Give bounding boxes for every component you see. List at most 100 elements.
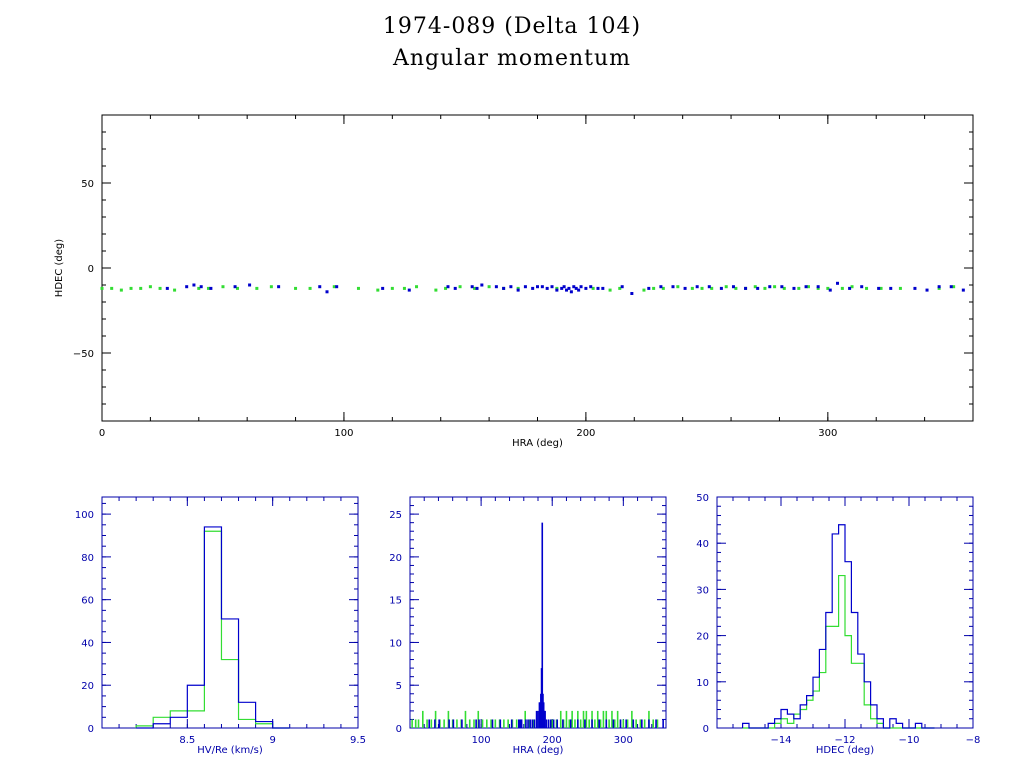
scatter-point-blue [560,286,564,290]
hdec-histogram-green [742,574,935,729]
scatter-point-green [555,286,559,290]
y-tick-label: 60 [81,596,94,607]
scatter-point-green [865,286,869,290]
scatter-point-blue [671,285,675,289]
scatter-point-green [110,286,114,290]
scatter-point-green [797,286,801,290]
scatter-point-green [710,286,714,290]
scatter-point-blue [860,285,864,289]
x-tick-label: 100 [472,735,491,746]
x-tick-label: 9.5 [350,735,366,746]
y-tick-label: 50 [81,179,94,190]
scatter-point-green [782,286,786,290]
scatter-point-green [173,288,177,292]
hv-histogram-blue [136,526,290,729]
scatter-point-blue [545,286,549,290]
scatter-point-blue [804,285,808,289]
scatter-point-blue [816,285,820,289]
scatter-point-blue [494,285,498,289]
scatter-point-blue [453,286,457,290]
scatter-point-blue [480,283,484,287]
scatter-point-blue [848,286,852,290]
scatter-point-blue [335,285,339,289]
scatter-point-blue [889,286,893,290]
x-tick-label: 300 [614,735,633,746]
scatter-point-blue [325,290,329,294]
y-tick-label: 15 [389,596,402,607]
scatter-point-blue [589,285,593,289]
scatter-point-blue [470,285,474,289]
y-tick-label: −50 [73,349,94,360]
scatter-point-green [487,285,491,289]
scatter-point-blue [185,285,189,289]
hra-histogram: 100 200 300 0 5 10 15 20 25 HRA (deg) [389,496,667,756]
x-tick-label: 300 [818,428,837,439]
scatter-point-blue [961,288,965,292]
scatter-point-blue [780,285,784,289]
scatter-point-blue [768,285,772,289]
scatter-point-blue [596,286,600,290]
plot-frame [409,496,667,729]
scatter-point-blue [731,285,735,289]
scatter-point-green [816,286,820,290]
scatter-point-green [763,286,767,290]
scatter-point-green [898,286,902,290]
scatter-point-green [700,286,704,290]
scatter-point-blue [565,288,569,292]
scatter-point-blue [536,285,539,289]
y-tick-label: 40 [696,539,709,550]
x-tick-label: −10 [898,735,919,746]
scatter-point-blue [719,286,723,290]
scatter-point-blue [318,285,322,289]
x-tick-label: 200 [543,735,562,746]
plot-frame [101,496,359,729]
scatter-point-blue [574,286,578,290]
scatter-point-blue [756,286,760,290]
scatter-point-blue [523,285,527,289]
scatter-point-green [458,285,462,289]
y-tick-label: 100 [75,510,94,521]
plot-frame [101,114,974,422]
scatter-point-green [148,285,152,289]
y-tick-label: 10 [389,638,402,649]
scatter-point-blue [540,285,544,289]
scatter-point-green [618,286,622,290]
x-axis-label: HRA (deg) [512,438,563,449]
y-tick-label: 10 [696,678,709,689]
scatter-point-blue [913,286,917,290]
chart-subtitle: Angular momentum [393,46,631,71]
scatter-point-blue [569,290,573,294]
scatter-point-blue [555,288,559,292]
x-tick-label: −12 [834,735,855,746]
scatter-point-blue [562,285,566,289]
scatter-point-green [119,288,123,292]
scatter-point-blue [744,286,748,290]
scatter-point-green [376,288,380,292]
scatter-point-blue [579,285,583,289]
scatter-point-blue [248,283,252,287]
scatter-point-green [952,285,956,289]
scatter-point-blue [502,286,506,290]
scatter-point-blue [937,285,941,289]
scatter-point-blue [199,285,203,289]
y-tick-label: 40 [81,638,94,649]
x-tick-label: 0 [99,428,105,439]
scatter-point-green [206,286,210,290]
y-tick-label: 0 [88,264,94,275]
scatter-point-green [591,286,595,290]
scatter-point-blue [233,285,237,289]
scatter-point-green [269,285,273,289]
y-tick-label: 5 [396,681,402,692]
x-tick-label: 100 [334,428,353,439]
scatter-point-blue [707,285,711,289]
scatter-point-blue [567,286,571,290]
scatter-point-green [294,286,298,290]
scatter-point-green [806,285,810,289]
scatter-point-green [434,288,438,292]
scatter-point-blue [647,286,651,290]
scatter-point-green [221,285,225,289]
hv-histogram: 8.5 9 9.5 0 20 40 60 80 100 HV/Re (km/s) [75,496,366,756]
x-tick-label: 9 [269,735,275,746]
scatter-point-blue [620,285,624,289]
